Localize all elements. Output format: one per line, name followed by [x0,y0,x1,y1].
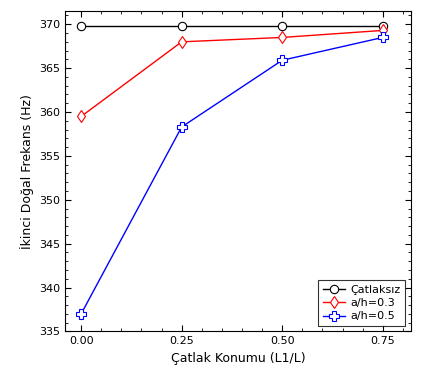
Line: a/h=0.5: a/h=0.5 [76,33,387,319]
Çatlaksız [78,24,84,28]
a/h=0.5 [380,35,385,40]
a/h=0.5 [280,58,285,62]
Line: Çatlaksız: Çatlaksız [77,22,387,30]
a/h=0.5 [78,312,84,316]
Line: a/h=0.3: a/h=0.3 [77,26,387,121]
a/h=0.3 [380,28,385,33]
Y-axis label: İkinci Doğal Frekans (Hz): İkinci Doğal Frekans (Hz) [19,94,33,249]
Legend: Çatlaksız, a/h=0.3, a/h=0.5: Çatlaksız, a/h=0.3, a/h=0.5 [319,280,406,326]
a/h=0.5 [179,125,184,129]
Çatlaksız [280,24,285,28]
Çatlaksız [179,24,184,28]
a/h=0.3 [78,114,84,119]
a/h=0.3 [179,39,184,44]
Çatlaksız [380,24,385,28]
a/h=0.3 [280,35,285,40]
X-axis label: Çatlak Konumu (L1/L): Çatlak Konumu (L1/L) [170,352,305,365]
